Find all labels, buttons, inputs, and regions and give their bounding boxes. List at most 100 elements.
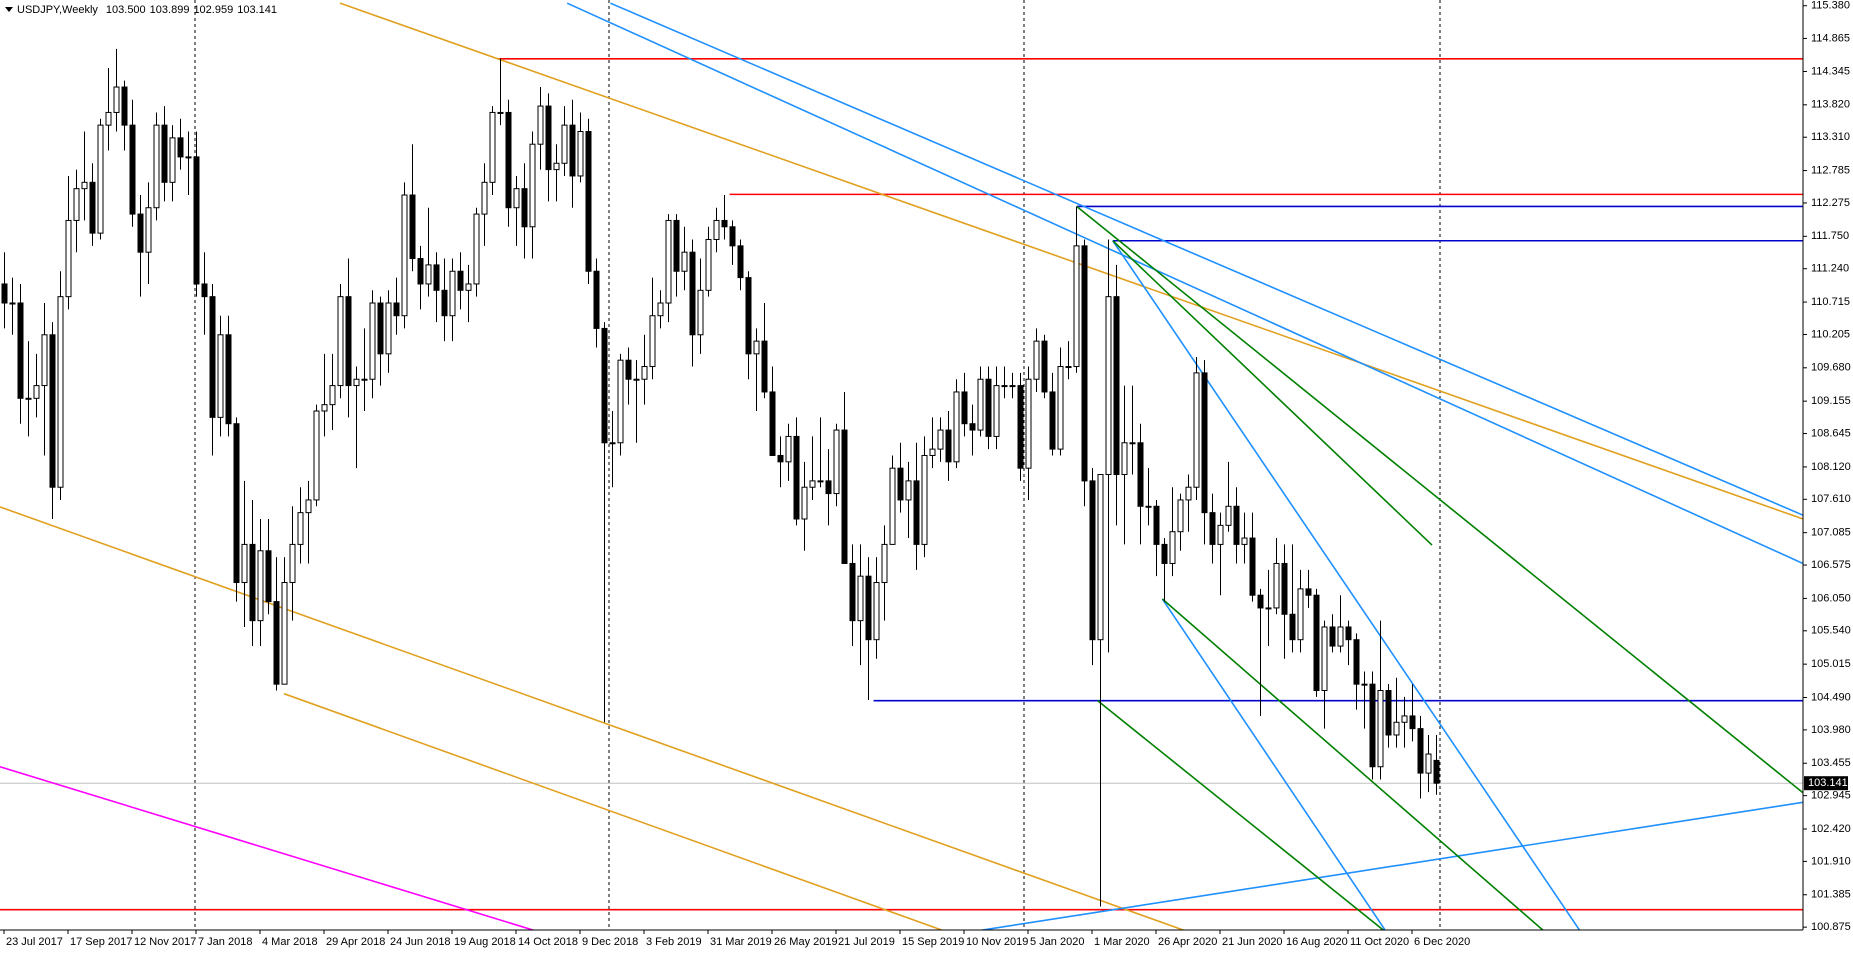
candle-body [1361,683,1368,686]
candle-body [1377,690,1384,768]
x-tick-label: 31 Mar 2019 [710,936,772,948]
candle-body [137,213,144,253]
candle-body [889,467,896,545]
candle-body [193,156,200,285]
y-tick-label: 113.820 [1811,99,1850,111]
y-tick-label: 115.380 [1811,0,1850,12]
candle-body [497,111,504,114]
candle-body [1185,486,1192,501]
menu-triangle[interactable] [5,7,13,12]
candle-body [809,480,816,488]
candle-body [345,296,352,387]
candle-body [1417,728,1424,774]
trend-line [1161,598,1544,930]
y-tick-label: 102.420 [1811,823,1851,835]
candle-body [1305,588,1312,596]
trend-line [0,506,1186,930]
trend-line [339,2,1803,520]
y-tick-label: 114.865 [1811,32,1850,44]
candle-body [1241,537,1248,545]
candle-body [561,124,568,164]
candle-body [689,251,696,336]
candle-body [113,86,120,113]
candle-body [913,480,920,545]
candle-body [1137,442,1144,507]
x-tick-label: 1 Mar 2020 [1094,936,1150,948]
candle-body [745,277,752,355]
x-tick-label: 12 Nov 2017 [134,936,196,948]
candle-body [1369,683,1376,768]
candle-body [417,258,424,285]
candle-body [377,302,384,355]
candle-body [713,219,720,240]
x-tick-label: 7 Jan 2018 [198,936,252,948]
candle-body [353,378,360,387]
x-tick-label: 9 Dec 2018 [582,936,638,948]
candle-body [905,480,912,501]
y-tick-label: 106.575 [1811,559,1851,571]
symbol-title: USDJPY,Weekly [17,4,98,16]
candle-body [585,130,592,272]
candle-body [945,429,952,463]
candle-body [1297,588,1304,641]
candle-body [993,385,1000,437]
candle-body [825,480,832,495]
candle-body [529,143,536,228]
candle-body [145,207,152,253]
y-tick-label: 109.155 [1811,395,1851,407]
candle-body [321,404,328,412]
candle-body [1049,391,1056,450]
candle-body [257,550,264,622]
candle-body [1225,505,1232,526]
candle-body [217,334,224,418]
candle-body [161,124,168,183]
period-separators [194,0,1441,930]
y-tick-label: 107.085 [1811,527,1851,539]
candle-body [1177,499,1184,533]
trend-line [0,765,536,930]
candle-body [729,226,736,247]
candle-body [281,582,288,685]
y-tick-label: 101.385 [1811,889,1851,901]
candle-body [433,264,440,291]
candle-body [1129,442,1136,445]
candle-body [841,429,848,564]
candle-body [521,188,528,228]
candle-body [761,340,768,393]
candle-body [1353,639,1360,685]
y-tick-label: 109.680 [1811,362,1851,374]
candle-body [1017,385,1024,469]
x-tick-label: 3 Feb 2019 [646,936,702,948]
candle-body [1193,372,1200,488]
header-value: 103.141 [237,4,277,16]
candle-body [505,111,512,209]
candle-body [1385,690,1392,736]
trend-line [977,801,1803,930]
candle-body [1233,505,1240,545]
y-tick-label: 102.945 [1811,790,1851,802]
trend-line [1097,700,1385,930]
candle-body [737,245,744,279]
candle-body [649,315,656,368]
x-tick-label: 19 Aug 2018 [454,936,516,948]
candle-body [545,105,552,171]
trend-line [1112,240,1581,930]
y-tick-label: 105.015 [1811,658,1851,670]
candle-body [1425,753,1432,774]
candle-body [449,270,456,317]
candle-body [209,296,216,418]
candle-body [1073,245,1080,368]
candle-body [473,213,480,285]
x-tick-label: 26 Apr 2020 [1158,936,1217,948]
candle-body [593,270,600,329]
candle-body [1313,594,1320,692]
y-tick-label: 112.275 [1811,197,1850,209]
candle-body [1033,340,1040,380]
candle-body [1409,715,1416,730]
candle-body [33,385,40,399]
candle-body [129,124,136,215]
trend-line [1076,205,1803,794]
candle-body [1217,524,1224,545]
candle-body [1025,378,1032,469]
